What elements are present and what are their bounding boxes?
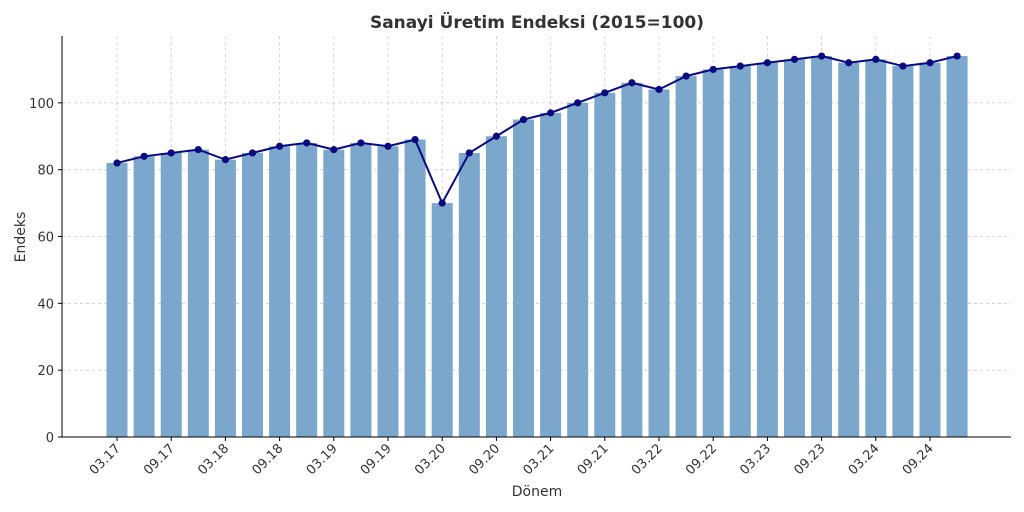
x-tick-label: 09.21 xyxy=(575,441,612,478)
bar xyxy=(946,56,968,438)
line-point xyxy=(384,142,392,150)
line-point xyxy=(574,99,582,107)
line-point xyxy=(519,115,528,124)
line-point xyxy=(845,59,853,67)
bar xyxy=(160,152,182,438)
line-point xyxy=(790,55,799,63)
bar xyxy=(838,62,860,437)
line-point xyxy=(140,152,148,160)
bars-layer xyxy=(106,56,968,438)
line-point xyxy=(303,139,311,147)
line-point xyxy=(682,72,690,80)
line-point xyxy=(438,199,446,207)
bar xyxy=(458,152,480,438)
line-point xyxy=(194,146,202,154)
x-tick-label: 09.19 xyxy=(358,441,395,478)
line-point xyxy=(167,149,175,157)
bar xyxy=(485,136,507,437)
x-axis-label: Dönem xyxy=(512,484,562,500)
bar xyxy=(621,82,643,438)
y-tick-label: 80 xyxy=(37,164,54,179)
y-tick-label: 40 xyxy=(37,297,54,312)
bar xyxy=(296,142,318,437)
line-point xyxy=(655,85,663,94)
bar xyxy=(865,59,887,438)
bar xyxy=(404,139,426,437)
bar xyxy=(729,66,751,437)
line-point xyxy=(872,55,880,63)
bar xyxy=(675,76,697,437)
line-point xyxy=(357,139,365,147)
line-point xyxy=(221,156,229,164)
bar xyxy=(377,146,399,437)
bar xyxy=(702,69,724,438)
bar xyxy=(214,159,236,437)
x-tick-label: 09.22 xyxy=(683,441,720,478)
bar xyxy=(811,56,833,438)
line-point xyxy=(953,52,961,60)
bar xyxy=(567,102,589,437)
x-tick-label: 09.17 xyxy=(141,441,178,478)
bar xyxy=(540,112,562,437)
chart-title: Sanayi Üretim Endeksi (2015=100) xyxy=(370,11,704,33)
line-point xyxy=(736,62,744,70)
x-tick-label: 03.18 xyxy=(195,441,232,478)
x-tick-label: 03.24 xyxy=(846,441,883,478)
line-point xyxy=(330,146,338,154)
bar xyxy=(513,119,534,438)
line-point xyxy=(709,65,717,74)
bar xyxy=(892,66,914,437)
x-tick-label: 03.23 xyxy=(737,441,774,478)
bar xyxy=(106,162,128,437)
line-point xyxy=(248,149,257,157)
line-point xyxy=(628,79,636,87)
bar xyxy=(187,149,209,437)
line-point xyxy=(601,89,609,97)
line-point xyxy=(899,62,907,70)
x-tick-label: 03.22 xyxy=(629,441,666,478)
bar xyxy=(594,92,616,437)
bar xyxy=(133,156,155,438)
series-line xyxy=(116,55,958,206)
line-point xyxy=(465,149,473,157)
bar xyxy=(242,152,263,438)
y-axis-label: Endeks xyxy=(13,212,29,263)
line-point xyxy=(926,59,934,67)
x-tick-label: 09.23 xyxy=(792,441,829,478)
x-tick-label: 03.17 xyxy=(87,441,124,478)
bar xyxy=(756,62,778,437)
line-point xyxy=(818,52,826,60)
bar xyxy=(919,62,941,437)
x-tick-label: 03.20 xyxy=(412,441,449,478)
line-point xyxy=(763,59,772,67)
y-tick-label: 60 xyxy=(37,231,54,246)
line-point xyxy=(276,142,284,150)
x-tick-label: 09.20 xyxy=(466,441,503,478)
line-point xyxy=(547,109,555,117)
x-tick-label: 03.19 xyxy=(304,441,341,478)
bar xyxy=(269,146,291,437)
bar xyxy=(350,142,372,437)
y-tick-label: 0 xyxy=(46,431,54,446)
line-point xyxy=(113,159,121,167)
x-tick-label: 03.21 xyxy=(521,441,558,478)
bar xyxy=(431,203,453,437)
y-tick-label: 100 xyxy=(29,97,54,112)
y-tick-label: 20 xyxy=(37,364,54,379)
x-tick-label: 09.24 xyxy=(900,441,937,478)
line-point xyxy=(492,132,500,140)
bar xyxy=(323,149,345,437)
bar xyxy=(784,59,805,438)
x-tick-label: 09.18 xyxy=(250,441,287,478)
line-point xyxy=(411,135,419,144)
bar xyxy=(648,89,670,437)
line-layer xyxy=(113,52,961,207)
